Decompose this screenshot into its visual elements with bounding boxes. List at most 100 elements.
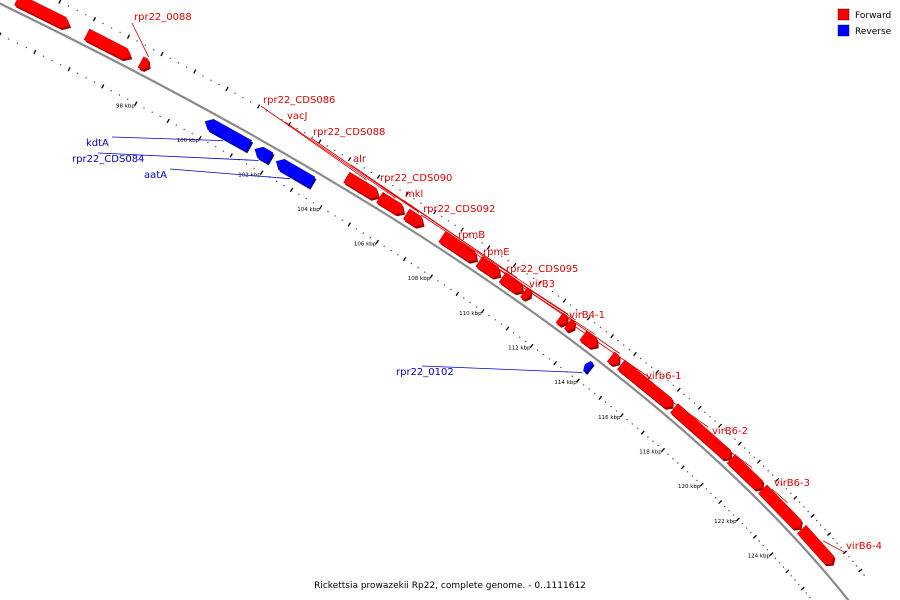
minor-tick-dot: [820, 524, 822, 526]
gene-arrow-virB4-1[interactable]: [617, 359, 673, 408]
gene-leader-line: [420, 214, 532, 289]
gene-arrow-virB6-4[interactable]: [796, 524, 835, 565]
gene-arrow-unnamed-1[interactable]: [83, 28, 132, 60]
minor-tick-dot: [475, 306, 478, 308]
gene-arrow-rpr22_CDS084[interactable]: [254, 146, 274, 164]
minor-tick-dot: [311, 136, 313, 138]
minor-tick-dot: [688, 398, 691, 400]
gene-label-virB4-1: virB4-1: [569, 310, 605, 321]
major-tick-mark: [810, 513, 815, 518]
gene-arrow-mkl[interactable]: [498, 272, 523, 294]
legend-forward-swatch: [837, 8, 850, 21]
major-tick-mark: [375, 239, 380, 245]
minor-tick-dot: [536, 349, 539, 351]
minor-tick-dot: [560, 366, 562, 369]
gene-leader-line: [260, 105, 367, 181]
gene-label-alr: alr: [353, 154, 367, 165]
gene-arrow-virb6-1[interactable]: [669, 403, 732, 460]
gene-arrow-aatA[interactable]: [275, 159, 316, 188]
major-tick-mark: [529, 343, 534, 348]
minor-tick-dot: [855, 565, 858, 567]
minor-tick-dot: [803, 506, 805, 508]
gene-leader-line: [771, 488, 788, 503]
major-tick-mark: [800, 586, 805, 591]
minor-tick-dot: [714, 497, 717, 499]
minor-tick-dot: [437, 280, 439, 282]
minor-tick-dot: [159, 115, 161, 118]
minor-tick-dot: [728, 510, 730, 512]
major-tick-mark: [737, 441, 742, 446]
minor-tick-dot: [151, 111, 153, 113]
major-tick-mark: [480, 308, 485, 314]
gene-label-virb6-1: virb6-1: [646, 371, 682, 382]
minor-tick-dot: [605, 401, 607, 403]
minor-tick-dot: [533, 277, 535, 280]
minor-tick-dot: [283, 184, 285, 187]
gene-arrow-kdtA[interactable]: [204, 119, 253, 152]
major-tick-mark: [785, 569, 790, 574]
minor-tick-dot: [542, 353, 545, 356]
minor-tick-dot: [734, 438, 736, 440]
major-tick-mark: [769, 552, 774, 557]
minor-tick-dot: [136, 40, 138, 42]
gene-label-mkl: mkl: [405, 189, 423, 200]
minor-tick-dot: [762, 465, 765, 467]
minor-tick-dot: [774, 557, 777, 560]
minor-tick-dot: [410, 262, 413, 265]
minor-tick-dot: [119, 31, 121, 33]
gene-arrow-rpr22_CDS086[interactable]: [343, 171, 379, 199]
major-tick-mark: [676, 387, 681, 392]
gene-arrow-rpr22_CDS088[interactable]: [402, 208, 424, 227]
minor-tick-dot: [370, 171, 373, 174]
minor-tick-dot: [397, 254, 399, 256]
backbone-line: [0, 2, 850, 600]
gene-label-virB3: virB3: [529, 279, 555, 290]
minor-tick-dot: [696, 479, 698, 482]
tick-label: 104 kbp: [297, 207, 320, 213]
minor-tick-dot: [215, 146, 217, 148]
minor-tick-dot: [582, 384, 585, 386]
minor-tick-dot: [623, 344, 625, 346]
tick-label: 118 kbp: [639, 450, 662, 456]
minor-tick-dot: [474, 237, 477, 240]
minor-tick-dot: [758, 540, 760, 542]
gene-arrow-rpr22_CDS090[interactable]: [475, 256, 501, 278]
major-tick-mark: [67, 66, 71, 72]
minor-tick-dot: [93, 81, 96, 83]
minor-tick-dot: [767, 470, 769, 472]
minor-tick-dot: [59, 64, 62, 66]
minor-tick-dot: [102, 22, 104, 25]
minor-tick-dot: [809, 596, 811, 599]
gene-arrow-unnamed-0[interactable]: [14, 0, 70, 29]
minor-tick-dot: [481, 242, 483, 244]
major-tick-mark: [718, 500, 723, 505]
minor-tick-dot: [276, 180, 278, 182]
gene-arrow-virB3[interactable]: [606, 351, 620, 366]
minor-tick-dot: [356, 162, 358, 165]
major-tick-mark: [735, 517, 740, 522]
minor-tick-dot: [617, 339, 619, 342]
minor-tick-dot: [723, 505, 726, 508]
minor-tick-dot: [798, 583, 800, 586]
minor-tick-dot: [341, 154, 343, 156]
gene-arrow-virB6-2[interactable]: [726, 454, 763, 490]
gene-arrow-alr[interactable]: [438, 231, 477, 262]
minor-tick-dot: [766, 549, 769, 551]
gene-arrow-rpr22_CDS095[interactable]: [579, 330, 598, 348]
gene-arrow-rpr22_0088[interactable]: [137, 56, 150, 71]
gene-arrow-rpr22_0102[interactable]: [583, 361, 594, 374]
minor-tick-dot: [191, 133, 193, 135]
minor-tick-dot: [691, 475, 693, 477]
gene-arrow-virB6-3[interactable]: [758, 484, 802, 529]
minor-tick-dot: [16, 42, 19, 44]
tick-label: 98 kbp: [116, 103, 135, 109]
minor-tick-dot: [67, 5, 70, 7]
gene-label-rpr22_CDS095: rpr22_CDS095: [506, 264, 578, 275]
minor-tick-dot: [383, 245, 385, 247]
minor-tick-dot: [557, 295, 560, 297]
gene-arrow-vacJ[interactable]: [376, 191, 404, 215]
minor-tick-dot: [748, 452, 751, 454]
minor-tick-dot: [450, 288, 452, 291]
